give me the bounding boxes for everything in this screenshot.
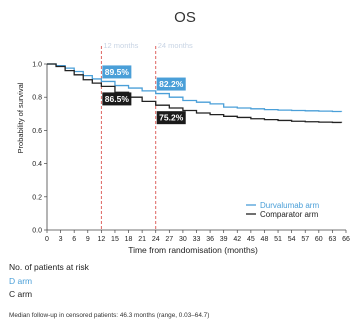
- km-survival-chart: OS Probability of survival Time from ran…: [16, 9, 350, 255]
- annotations: 89.5% 82.2% 86.5% 75.2%: [102, 65, 186, 125]
- annotation-box: [156, 77, 186, 91]
- x-tick-label: 51: [274, 236, 282, 243]
- footnote: Median follow-up in censored patients: 4…: [9, 312, 210, 319]
- chart-title: OS: [174, 9, 196, 26]
- x-tick-label: 30: [179, 236, 187, 243]
- x-tick-label: 57: [301, 236, 309, 243]
- risk-table-title: No. of patients at risk: [9, 262, 89, 272]
- x-axis-label: Time from randomisation (months): [128, 245, 258, 255]
- x-tick-label: 42: [233, 236, 241, 243]
- x-tick-label: 3: [59, 236, 63, 243]
- x-tick-label: 18: [125, 236, 133, 243]
- x-tick-label: 12: [97, 236, 105, 243]
- x-tick-label: 0: [45, 236, 49, 243]
- annotation-label: 75.2%: [159, 113, 184, 123]
- annotation-label: 86.5%: [105, 94, 130, 104]
- x-tick-label: 27: [165, 236, 173, 243]
- annotation-box: [156, 111, 186, 125]
- survival-curves: [47, 63, 343, 124]
- reference-line-label: 24 months: [158, 41, 193, 50]
- x-tick-label: 66: [342, 236, 350, 243]
- axes: 0 3 6 9 12 15 18 21 24 27 30 33 36 39 42 45 48 51 54 57 60 63…: [32, 62, 350, 244]
- risk-row-c-arm: C arm: [9, 289, 33, 299]
- x-tick-label: 36: [206, 236, 214, 243]
- x-tick-label: 48: [261, 236, 269, 243]
- annotation-box: [102, 65, 132, 79]
- x-tick-label: 39: [220, 236, 228, 243]
- x-tick-label: 45: [247, 236, 255, 243]
- x-tick-label: 54: [288, 236, 296, 243]
- annotation-box: [102, 92, 132, 106]
- annotation-label: 82.2%: [159, 79, 184, 89]
- x-tick-label: 24: [152, 236, 160, 243]
- y-tick-label: 1.0: [32, 62, 42, 69]
- x-tick-label: 9: [86, 236, 90, 243]
- series-line-durvalumab: [47, 63, 343, 113]
- y-tick-label: 0.4: [32, 161, 42, 168]
- x-tick-label: 60: [315, 236, 323, 243]
- y-tick-label: 0.8: [32, 95, 42, 102]
- x-tick-label: 63: [329, 236, 337, 243]
- series-line-comparator: [47, 63, 343, 124]
- y-tick-label: 0.2: [32, 194, 42, 201]
- x-tick-label: 33: [193, 236, 201, 243]
- y-tick-label: 0.6: [32, 128, 42, 135]
- annotation-label: 89.5%: [105, 67, 130, 77]
- x-tick-label: 15: [111, 236, 119, 243]
- reference-line-label: 12 months: [103, 41, 138, 50]
- legend-label: Durvalumab arm: [260, 201, 319, 210]
- y-tick-label: 0.0: [32, 228, 42, 235]
- y-axis-label: Probability of survival: [16, 82, 25, 153]
- risk-row-d-arm: D arm: [9, 276, 33, 286]
- reference-lines: 12 months 24 months: [100, 41, 193, 230]
- x-tick-label: 6: [72, 236, 76, 243]
- x-tick-label: 21: [138, 236, 146, 243]
- legend-label: Comparator arm: [260, 210, 319, 219]
